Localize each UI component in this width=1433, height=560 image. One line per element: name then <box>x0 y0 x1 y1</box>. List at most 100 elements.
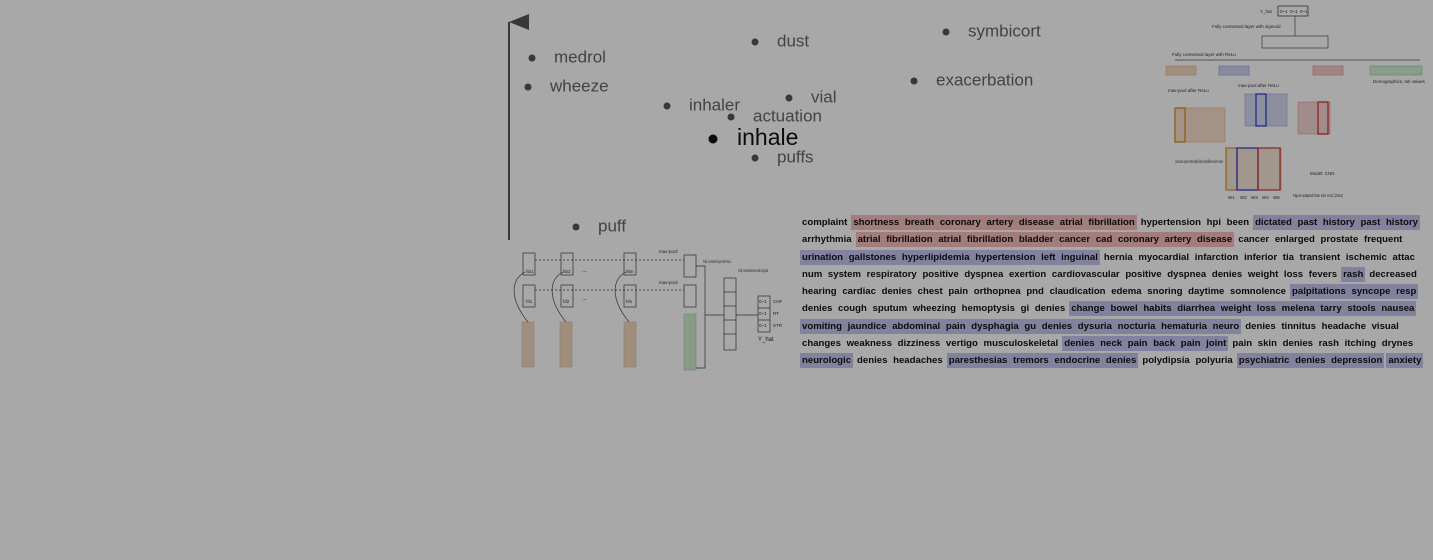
text-line: urination gallstones hyperlipidemia hype… <box>800 249 1433 266</box>
word: W5 <box>1273 195 1280 200</box>
highlight-span: dictated past history past history <box>1253 215 1420 230</box>
word-point <box>910 77 918 85</box>
word-label: dust <box>777 31 809 50</box>
text-span: denies headaches <box>857 355 943 367</box>
fc-relu: Fully connected layer with ReLu <box>1172 52 1236 57</box>
word-point <box>942 28 950 36</box>
maxpool-label: max-pool after ReLu <box>1168 88 1209 93</box>
highlight-span: paresthesias tremors endocrine denies <box>946 353 1139 369</box>
rnn-labels: hb1 hb2 hbn hf1 hf2 hfn ... ... max-pool… <box>526 249 783 343</box>
highlight-span: change bowel habits diarrhea weight loss… <box>1069 301 1417 317</box>
rnn-diagram <box>513 252 771 371</box>
credit: Figure adapted from Kim et al. (2014) <box>1293 193 1343 198</box>
text-span: hypertension hpi been <box>1140 217 1250 228</box>
fc-sigmoid: Fully connected layer with sigmoid <box>738 268 768 273</box>
text-span: num system respiratory positive dyspnea … <box>802 268 1338 280</box>
rnn-backward: hb2 <box>563 269 571 274</box>
text-line: arrhythmia atrial fibrillation atrial fib… <box>800 231 1433 248</box>
word-label: actuation <box>753 106 822 125</box>
prob: 0~1 <box>1290 9 1298 14</box>
text-span: complaint <box>802 217 848 228</box>
word-label: inhaler <box>689 95 740 114</box>
word-point <box>751 38 759 46</box>
highlight-span: palpitations syncope resp <box>1290 284 1419 300</box>
prob: 0~1 <box>759 299 767 304</box>
conv-label: convolution layers with multiple filters… <box>1175 159 1223 164</box>
prob: 0~1 <box>759 311 767 316</box>
ellipsis: ... <box>582 296 587 302</box>
text-span: denies tinnitus headache visual <box>1245 320 1399 332</box>
class: STR <box>773 323 783 328</box>
fc-sigmoid: Fully connected layer with sigmoid <box>1212 24 1281 29</box>
text-span: pain skin denies rash itching drynes <box>1232 338 1414 350</box>
word-point <box>663 102 671 110</box>
text-span: denies cough sputum wheezing hemoptysis … <box>802 303 1066 315</box>
text-span: decreased <box>1369 268 1417 280</box>
highlight-span: vomiting jaundice abdominal pain dysphag… <box>800 318 1242 334</box>
embedding: medrol wheeze dust symbicort exacerbation inh… <box>524 21 1041 235</box>
word-label: puff <box>598 216 626 235</box>
word: W4 <box>1262 195 1269 200</box>
text-line: neurologic denies headaches paresthesias t… <box>800 352 1433 369</box>
highlight-span: urination gallstones hyperlipidemia hype… <box>800 249 1100 265</box>
demographics: Demographics, lab values <box>1373 79 1426 84</box>
maxpool-label: max-pool <box>659 249 678 254</box>
prob: 0~1 <box>759 323 767 328</box>
word-label: vial <box>811 87 837 106</box>
highlight-span: denies neck pain back pain joint <box>1062 336 1229 352</box>
ellipsis: ... <box>582 268 587 274</box>
text-span: cancer enlarged prostate frequent <box>1238 234 1403 246</box>
model-label: Model: CNN <box>1310 171 1335 176</box>
rnn-forward: hfn <box>626 299 633 304</box>
prob: 0~1 <box>1300 9 1308 14</box>
highlight-span: neurologic <box>800 353 854 369</box>
text-line: changes weakness dizziness vertigo muscu… <box>800 335 1433 352</box>
output: Y_hat <box>758 337 774 343</box>
prob: 0~1 <box>1280 9 1288 14</box>
word-point <box>785 94 793 102</box>
highlight-span: anxiety <box>1386 353 1424 369</box>
maxpool-label: max-pool <box>659 280 678 285</box>
rnn-forward: hf2 <box>563 299 570 304</box>
word: W1 <box>1228 195 1235 200</box>
word-point <box>727 113 735 121</box>
cnn-labels: Y_hat 0~1 0~1 0~1 Fully connected layer … <box>1168 9 1426 200</box>
maxpool-label: max-pool after ReLu <box>1238 83 1279 88</box>
text-span: polydipsia polyuria <box>1142 355 1233 367</box>
cnn-diagram <box>1165 5 1423 191</box>
highlight-span: atrial fibrillation atrial fibrillation … <box>855 232 1235 248</box>
word: W2 <box>1240 195 1247 200</box>
word-label: exacerbation <box>936 70 1033 89</box>
fc-relu: Fully connected layer with ReLu <box>703 259 731 264</box>
word-point <box>524 83 532 91</box>
text-line: complaint shortness breath coronary arter… <box>800 214 1433 231</box>
text-line: num system respiratory positive dyspnea … <box>800 266 1433 283</box>
class: CHF <box>773 299 782 304</box>
word-label: inhale <box>737 124 798 150</box>
word-point <box>572 223 580 231</box>
text-span: changes weakness dizziness vertigo muscu… <box>802 338 1059 350</box>
highlight-span: shortness breath coronary artery disease… <box>851 215 1137 230</box>
word-point <box>751 154 759 162</box>
word-label: puffs <box>777 147 814 166</box>
highlight-span: psychiatric denies depression <box>1236 353 1385 369</box>
rnn-backward: hbn <box>626 269 634 274</box>
text-line: hearing cardiac denies chest pain orthop… <box>800 283 1433 300</box>
class: RT <box>773 311 779 316</box>
word-point <box>528 54 536 62</box>
text-span: hernia myocardial infarction inferior ti… <box>1103 251 1415 263</box>
word-label: wheeze <box>549 76 609 95</box>
highlight-span: rash <box>1341 266 1366 282</box>
word-label: symbicort <box>968 21 1041 40</box>
text-span: hearing cardiac denies chest pain orthop… <box>802 286 1287 298</box>
word-label: medrol <box>554 47 606 66</box>
rnn-forward: hf1 <box>526 299 533 304</box>
word-point <box>708 134 718 144</box>
word: W3 <box>1251 195 1258 200</box>
highlighted-text: complaint shortness breath coronary arter… <box>800 214 1433 370</box>
text-line: vomiting jaundice abdominal pain dysphag… <box>800 318 1433 335</box>
cnn-output: Y_hat <box>1260 9 1273 14</box>
rnn-backward: hb1 <box>526 269 534 274</box>
